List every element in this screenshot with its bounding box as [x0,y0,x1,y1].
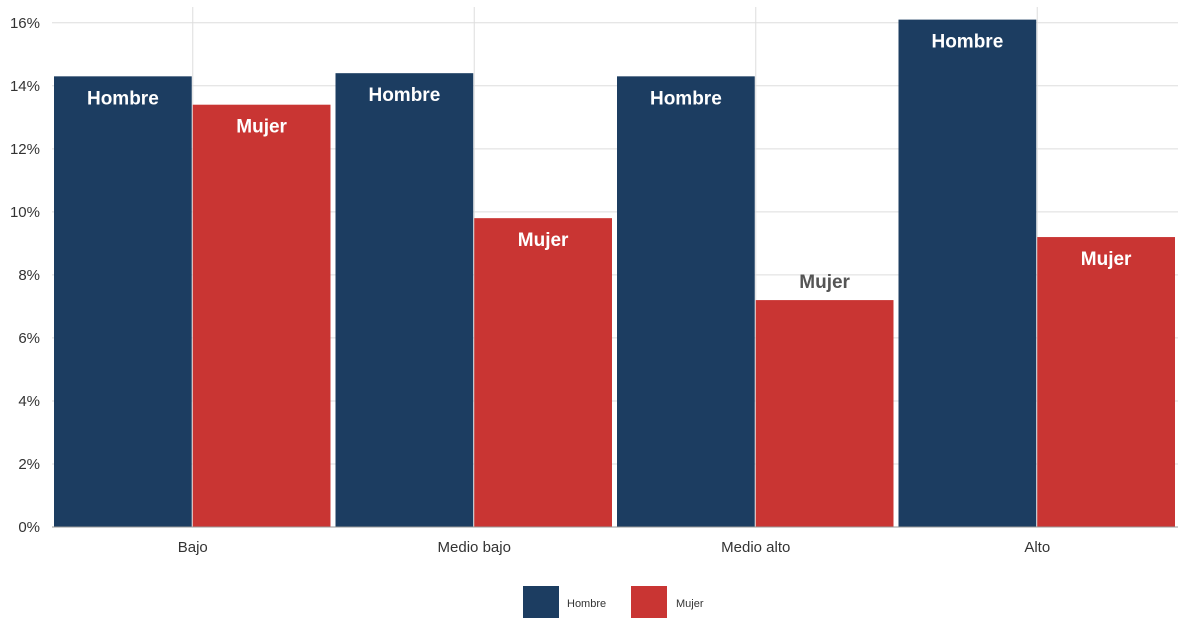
legend-item-mujer: Mujer [631,586,704,618]
bar-data-label: Mujer [1081,249,1132,270]
bar-hombre [898,19,1037,528]
y-tick-label: 4% [18,393,40,410]
x-tick-label: Medio bajo [438,539,511,556]
bar-data-label: Mujer [236,117,287,138]
x-axis-ticks: Bajo Medio bajo Medio alto Alto [178,539,1050,556]
y-tick-label: 6% [18,330,40,347]
y-tick-label: 10% [10,204,40,221]
bar-data-label: Hombre [368,85,440,106]
bar-hombre [617,76,755,527]
y-axis-ticks: 0% 2% 4% 6% 8% 10% 12% 14% 16% [10,15,40,536]
bar-mujer [474,218,612,527]
bar-hombre [54,76,192,527]
legend-label: Hombre [567,598,606,610]
bar-mujer [755,300,894,527]
x-tick-label: Alto [1024,539,1050,556]
y-tick-label: 2% [18,456,40,473]
x-tick-label: Bajo [178,539,208,556]
x-tick-label: Medio alto [721,539,790,556]
bar-hombre [335,73,474,527]
bar-data-label: Mujer [799,272,850,293]
legend-item-hombre: Hombre [523,586,606,618]
legend: Hombre Mujer [523,586,704,618]
bars [54,19,1175,528]
y-tick-label: 16% [10,15,40,32]
bar-data-label: Hombre [87,88,159,109]
y-tick-label: 8% [18,267,40,284]
bar-data-label: Hombre [650,88,722,109]
bar-mujer [192,104,331,528]
legend-swatch [631,586,667,618]
legend-swatch [523,586,559,618]
bar-mujer [1037,237,1175,527]
y-tick-label: 14% [10,78,40,95]
data-labels: Hombre Mujer Hombre Mujer Hombre Mujer Hombre M… [87,32,1132,293]
legend-label: Mujer [676,598,704,610]
bar-data-label: Hombre [931,32,1003,53]
y-tick-label: 12% [10,141,40,158]
bar-data-label: Mujer [518,230,569,251]
y-tick-label: 0% [18,519,40,536]
